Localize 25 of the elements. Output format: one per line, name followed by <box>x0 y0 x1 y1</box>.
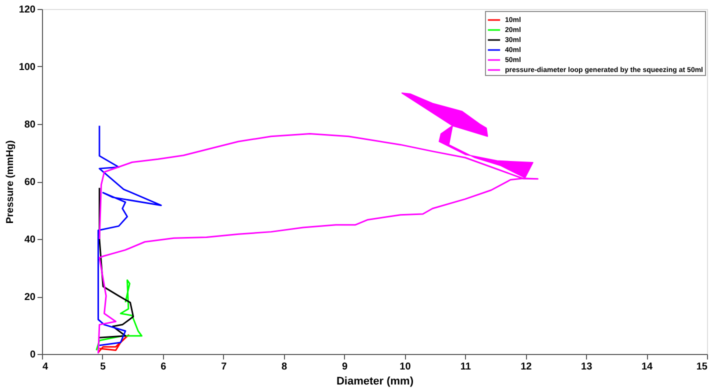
y-tick-label: 60 <box>24 177 36 188</box>
x-tick-label: 8 <box>282 362 288 372</box>
x-tick-label: 9 <box>342 362 348 372</box>
x-tick-label: 4 <box>42 362 48 372</box>
x-tick-label: 15 <box>696 362 708 372</box>
x-tick-label: 5 <box>100 362 106 372</box>
y-tick-label: 20 <box>24 292 36 303</box>
x-tick-label: 10 <box>400 362 412 372</box>
y-axis-title: Pressure (mmHg) <box>4 140 16 224</box>
line-series <box>97 334 130 354</box>
y-tick-label: 120 <box>18 4 36 16</box>
line-series <box>96 279 142 352</box>
x-tick-label: 7 <box>221 362 228 372</box>
x-axis-title: Diameter (mm) <box>336 376 414 388</box>
y-tick-label: 80 <box>24 120 36 130</box>
x-tick-label: 13 <box>581 362 593 372</box>
x-tick-label: 14 <box>641 362 654 372</box>
x-tick-label: 11 <box>460 362 472 372</box>
y-tick-label: 40 <box>24 234 36 246</box>
line-series <box>98 187 134 338</box>
line-series <box>97 124 162 346</box>
x-tick-label: 6 <box>160 362 167 372</box>
x-tick-label: 12 <box>520 362 532 372</box>
y-tick-label: 0 <box>30 350 36 360</box>
y-tick-label: 100 <box>18 62 36 73</box>
